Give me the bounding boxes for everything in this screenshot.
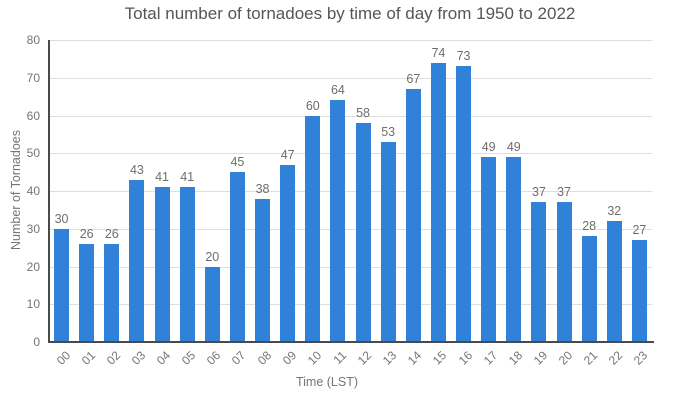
bar-value-label-12: 58 [356, 106, 371, 121]
x-tick-label-03: 03 [128, 348, 149, 368]
x-tick-label-15: 15 [430, 348, 450, 368]
x-tick-label-05: 05 [179, 348, 199, 368]
bar-value-label-21: 28 [582, 219, 597, 234]
bar-value-label-00: 30 [54, 211, 69, 226]
bar-07 [229, 172, 245, 342]
bar-value-label-07: 45 [230, 155, 245, 170]
bar-value-label-11: 64 [330, 83, 345, 98]
x-tick-label-04: 04 [153, 348, 174, 368]
y-tick-label-70: 70 [26, 70, 40, 85]
y-tick-label-30: 30 [26, 221, 40, 236]
bar-08 [255, 198, 271, 342]
bar-09 [280, 164, 296, 342]
bar-12 [355, 123, 371, 342]
x-tick-label-20: 20 [555, 348, 576, 368]
y-tick-label-20: 20 [26, 259, 40, 274]
bar-05 [179, 187, 195, 342]
bar-11 [330, 100, 346, 342]
bar-value-label-23: 27 [632, 223, 647, 238]
bar-value-label-04: 41 [155, 170, 170, 185]
x-tick-label-18: 18 [505, 348, 526, 368]
bar-10 [305, 115, 321, 342]
x-tick-label-21: 21 [581, 348, 601, 368]
x-tick-label-06: 06 [204, 348, 224, 368]
bar-value-label-10: 60 [305, 98, 320, 113]
x-tick-label-16: 16 [455, 348, 475, 368]
bar-02 [104, 243, 120, 342]
bar-20 [556, 202, 572, 342]
x-tick-label-14: 14 [405, 348, 425, 368]
bar-value-label-18: 49 [506, 140, 521, 155]
bar-16 [456, 66, 472, 342]
bar-value-label-15: 74 [431, 45, 446, 60]
x-tick-label-22: 22 [606, 348, 626, 368]
bar-01 [79, 243, 95, 342]
bar-17 [481, 157, 497, 342]
bar-value-label-14: 67 [406, 72, 421, 87]
bar-value-label-09: 47 [280, 147, 295, 162]
bar-04 [154, 187, 170, 342]
x-tick-label-07: 07 [229, 348, 249, 368]
gridline-y-80 [49, 40, 652, 41]
bar-value-label-16: 73 [456, 49, 471, 64]
bar-value-label-08: 38 [255, 181, 270, 196]
gridline-y-40 [49, 191, 652, 192]
bar-19 [531, 202, 547, 342]
y-axis-line [48, 40, 50, 342]
bar-06 [204, 266, 220, 342]
bar-value-label-05: 41 [180, 170, 195, 185]
gridline-y-20 [49, 266, 652, 268]
gridline-y-60 [49, 115, 652, 117]
bar-value-label-03: 43 [129, 162, 144, 177]
x-axis-line [48, 341, 654, 343]
gridline-y-10 [49, 304, 652, 306]
bar-value-label-19: 37 [531, 185, 546, 200]
bar-23 [631, 240, 647, 342]
x-tick-label-12: 12 [354, 348, 375, 368]
x-tick-label-09: 09 [279, 348, 299, 368]
bar-value-label-13: 53 [381, 124, 396, 139]
gridline-y-30 [49, 228, 652, 230]
x-tick-label-19: 19 [530, 348, 551, 368]
x-tick-label-08: 08 [254, 348, 274, 368]
y-tick-label-0: 0 [33, 335, 40, 349]
bar-14 [405, 89, 421, 342]
x-tick-label-11: 11 [330, 348, 350, 368]
x-tick-label-10: 10 [304, 348, 325, 368]
bar-18 [506, 157, 522, 342]
y-tick-label-50: 50 [26, 146, 40, 161]
bar-21 [581, 236, 597, 342]
bar-15 [430, 62, 446, 342]
bar-value-label-06: 20 [205, 249, 220, 264]
x-tick-label-02: 02 [103, 348, 124, 368]
gridline-y-70 [49, 77, 652, 79]
y-tick-label-10: 10 [26, 297, 40, 312]
x-tick-label-17: 17 [480, 348, 500, 368]
x-tick-label-13: 13 [380, 348, 400, 368]
bar-value-label-02: 26 [104, 226, 119, 241]
chart-title: Total number of tornadoes by time of day… [124, 4, 576, 23]
gridline-y-50 [49, 153, 652, 155]
bar-13 [380, 141, 396, 342]
bar-value-label-17: 49 [481, 140, 496, 155]
y-tick-label-40: 40 [26, 184, 40, 198]
bar-22 [606, 221, 622, 342]
plot-area: 30 26 26 43 41 41 20 45 38 47 60 64 58 53 67 74 73 49 49 37… [49, 40, 652, 342]
y-tick-label-60: 60 [26, 108, 40, 123]
bar-03 [129, 179, 145, 342]
x-tick-label-23: 23 [631, 348, 651, 368]
y-tick-label-80: 80 [26, 33, 40, 47]
bar-value-label-22: 32 [607, 204, 622, 219]
x-tick-label-01: 01 [78, 348, 98, 368]
bar-value-label-20: 37 [557, 185, 572, 200]
x-tick-label-00: 00 [53, 348, 73, 368]
bar-00 [54, 228, 70, 342]
x-axis-title: Time (LST) [295, 375, 359, 389]
bar-value-label-01: 26 [79, 226, 94, 241]
